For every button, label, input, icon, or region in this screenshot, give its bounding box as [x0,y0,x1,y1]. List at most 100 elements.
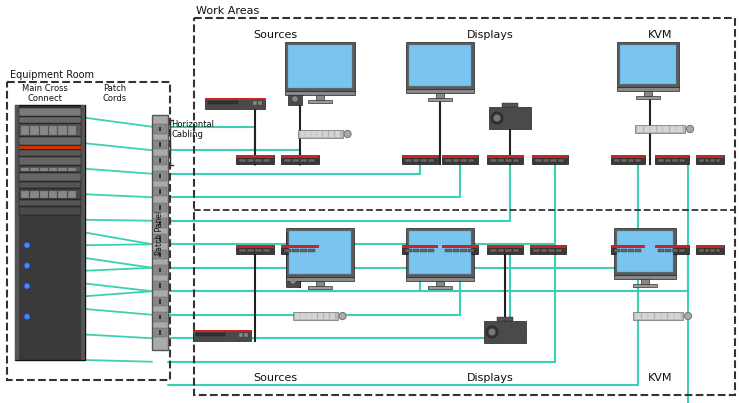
Bar [406,42,474,89]
Bar [329,131,334,133]
Bar [644,91,652,96]
Bar [19,146,81,149]
Bar [281,245,319,247]
Bar [460,249,466,251]
Bar [306,131,311,133]
Bar [49,191,57,197]
Bar [295,317,300,318]
Bar [334,133,340,135]
Bar [405,158,411,162]
Bar [67,125,76,135]
Circle shape [24,263,30,269]
Bar [329,313,335,314]
Bar [704,158,709,162]
Bar [650,130,656,131]
Bar [300,249,307,251]
Circle shape [494,114,500,121]
Circle shape [488,328,496,336]
Bar [312,315,317,316]
Bar [300,135,305,137]
Bar [614,228,676,275]
Bar [402,245,438,247]
Bar [617,231,673,272]
Bar [153,281,167,291]
Bar [436,281,444,286]
Bar [655,245,689,247]
Bar [159,252,161,257]
Bar [406,228,474,277]
Bar [19,117,81,123]
Bar [153,218,167,228]
Bar [428,249,434,251]
Bar [292,249,299,251]
Bar [300,158,307,162]
Bar [409,45,471,86]
Bar [442,155,478,164]
Bar [159,283,161,288]
Bar [644,130,650,131]
Bar [635,315,641,316]
Bar [306,315,312,316]
Bar [668,313,674,314]
Bar [316,281,324,286]
Bar [663,128,670,129]
Bar [19,189,81,199]
Bar [412,158,419,162]
Bar [621,249,627,251]
Bar [679,249,685,251]
Bar [19,166,81,172]
Bar [620,45,676,84]
Bar [300,315,306,316]
Bar [300,313,306,314]
Bar [312,317,317,318]
Bar [19,207,81,215]
Bar [611,245,645,247]
Bar [490,249,497,251]
Bar [674,315,681,316]
Bar [263,249,270,251]
Bar [159,127,161,131]
Circle shape [344,131,351,137]
Bar [699,249,704,251]
Bar [40,168,48,170]
Bar [670,130,676,131]
Bar [530,245,566,247]
Bar [308,249,315,251]
Bar [428,98,452,101]
Bar [317,135,323,137]
Bar [205,98,265,100]
Bar [49,125,57,135]
Bar [487,245,523,247]
Bar [655,317,661,318]
Bar [236,245,274,254]
Text: KVM: KVM [648,373,672,383]
Bar [532,155,568,158]
Bar [655,315,661,316]
Bar [445,249,451,251]
Circle shape [24,283,30,289]
Bar [40,191,48,197]
Text: Displays: Displays [467,373,514,383]
Bar [642,317,648,318]
Bar [19,157,81,165]
Bar [289,63,301,66]
Bar [406,89,474,93]
Bar [19,182,81,188]
Bar [159,330,161,335]
Bar [152,115,168,350]
Bar [19,108,81,116]
Bar [460,158,466,162]
Bar [208,101,238,104]
Bar [316,95,324,100]
Bar [286,277,354,281]
Bar [295,315,300,316]
Bar [19,137,81,145]
Bar [159,189,161,194]
Bar [153,250,167,259]
Bar [159,268,161,272]
Bar [420,158,426,162]
Bar [193,330,251,332]
Bar [409,231,471,274]
Bar [497,158,504,162]
Bar [650,126,656,127]
